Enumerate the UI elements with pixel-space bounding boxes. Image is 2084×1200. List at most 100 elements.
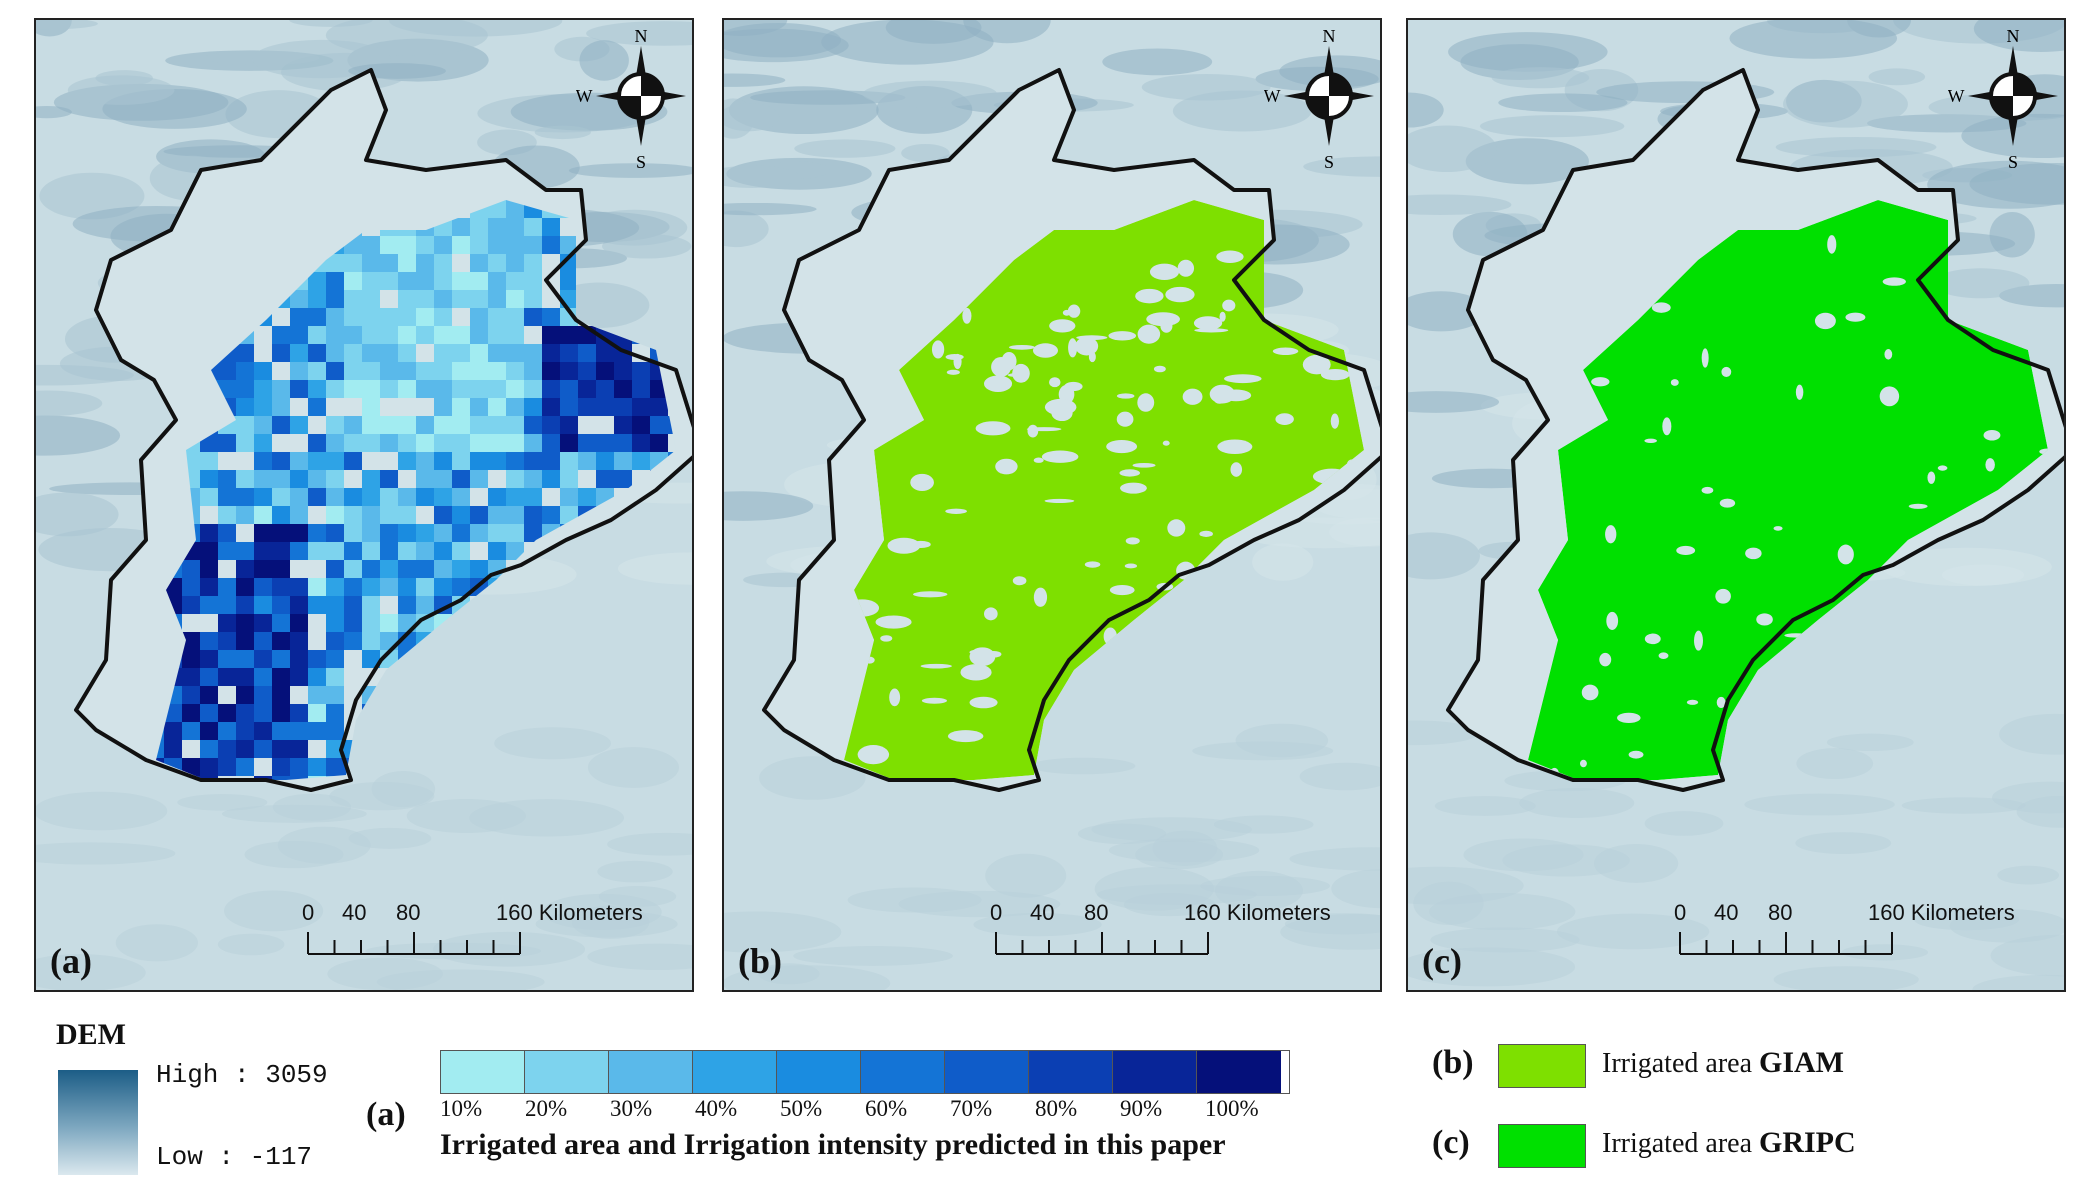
- intensity-cell: [416, 452, 434, 470]
- scale-label-80: 80: [396, 900, 421, 925]
- intensity-cell: [308, 596, 326, 614]
- intensity-cell: [506, 362, 524, 380]
- compass-n: N: [1323, 26, 1336, 46]
- intensity-cell: [542, 470, 560, 488]
- intensity-cell: [362, 542, 380, 560]
- intensity-cell: [416, 470, 434, 488]
- non-irrigated-gap: [1124, 563, 1138, 569]
- intensity-cell: [218, 488, 236, 506]
- intensity-cell: [218, 758, 236, 776]
- intensity-cell: [272, 578, 290, 596]
- terrain-texture: [862, 80, 998, 108]
- non-irrigated-gap: [1937, 465, 1948, 471]
- intensity-cell: [578, 362, 596, 380]
- intensity-cell: [524, 416, 542, 434]
- intensity-cell: [452, 344, 470, 362]
- intensity-cell: [362, 398, 380, 416]
- intensity-cell: [326, 632, 344, 650]
- terrain-texture: [1593, 843, 1679, 883]
- terrain-texture: [973, 913, 1102, 937]
- intensity-cell: [236, 452, 254, 470]
- terrain-texture: [821, 20, 994, 65]
- non-irrigated-gap: [921, 697, 947, 704]
- intensity-cell: [326, 722, 344, 740]
- intensity-cell: [182, 758, 200, 776]
- legend-dataset-name: GIAM: [1759, 1046, 1844, 1079]
- intensity-cell: [524, 362, 542, 380]
- intensity-cell: [452, 416, 470, 434]
- intensity-cell: [218, 650, 236, 668]
- terrain-texture: [224, 890, 324, 932]
- intensity-cell: [218, 668, 236, 686]
- intensity-class-label: 10%: [440, 1096, 483, 1121]
- intensity-cell: [542, 434, 560, 452]
- intensity-cell: [452, 470, 470, 488]
- intensity-class-swatch: [609, 1051, 693, 1093]
- intensity-cell: [380, 578, 398, 596]
- non-irrigated-gap: [1167, 519, 1186, 537]
- intensity-cell: [416, 254, 434, 272]
- intensity-cell: [236, 722, 254, 740]
- terrain-texture: [1448, 32, 1608, 72]
- intensity-cell: [488, 470, 506, 488]
- scale-label-40: 40: [342, 900, 367, 925]
- intensity-cell: [344, 290, 362, 308]
- intensity-cell: [326, 452, 344, 470]
- non-irrigated-gap: [1701, 486, 1714, 494]
- intensity-class-swatch: [1197, 1051, 1281, 1093]
- intensity-cell: [362, 470, 380, 488]
- intensity-cell: [200, 686, 218, 704]
- terrain-texture: [898, 890, 1061, 918]
- intensity-cell: [308, 362, 326, 380]
- terrain-texture: [1969, 162, 2064, 205]
- intensity-cell: [200, 740, 218, 758]
- compass-s: S: [2008, 152, 2018, 172]
- intensity-cell: [290, 398, 308, 416]
- intensity-cell: [488, 254, 506, 272]
- intensity-cell: [200, 488, 218, 506]
- non-irrigated-gap: [1044, 398, 1077, 416]
- non-irrigated-gap: [880, 635, 893, 642]
- intensity-color-bar: [440, 1050, 1290, 1094]
- intensity-cell: [254, 740, 272, 758]
- intensity-legend: 10% 20% 30% 40% 50% 60% 70% 80% 90% 100% Irrigate…: [440, 1050, 1290, 1162]
- intensity-cell: [560, 308, 578, 326]
- terrain-texture: [1434, 796, 1536, 816]
- intensity-cell: [596, 452, 614, 470]
- intensity-cell: [578, 452, 596, 470]
- intensity-cell: [218, 632, 236, 650]
- intensity-cell: [434, 380, 452, 398]
- intensity-cell: [182, 614, 200, 632]
- intensity-cell: [470, 272, 488, 290]
- terrain-texture: [901, 143, 950, 163]
- intensity-cell: [362, 506, 380, 524]
- intensity-cell: [434, 578, 452, 596]
- intensity-cell: [218, 686, 236, 704]
- intensity-cell: [326, 668, 344, 686]
- terrain-texture: [724, 202, 817, 216]
- intensity-cell: [218, 434, 236, 452]
- intensity-cell: [434, 326, 452, 344]
- non-irrigated-gap: [1125, 537, 1140, 545]
- intensity-cell: [290, 416, 308, 434]
- non-irrigated-gap: [1135, 288, 1164, 304]
- intensity-cell: [524, 254, 542, 272]
- intensity-cell: [344, 488, 362, 506]
- intensity-cell: [416, 434, 434, 452]
- intensity-cell: [254, 344, 272, 362]
- terrain-texture: [1491, 67, 1590, 89]
- non-irrigated-gap: [1217, 439, 1253, 455]
- intensity-cell: [182, 668, 200, 686]
- terrain-texture: [1997, 865, 2059, 885]
- intensity-cell: [362, 272, 380, 290]
- non-irrigated-gap: [1162, 440, 1170, 446]
- non-irrigated-gap: [1027, 424, 1039, 438]
- intensity-cell: [200, 506, 218, 524]
- intensity-cell: [470, 380, 488, 398]
- terrain-texture: [571, 905, 650, 939]
- intensity-cell: [344, 596, 362, 614]
- intensity-cell: [254, 722, 272, 740]
- intensity-cell: [182, 704, 200, 722]
- intensity-cell: [452, 380, 470, 398]
- intensity-cell: [434, 488, 452, 506]
